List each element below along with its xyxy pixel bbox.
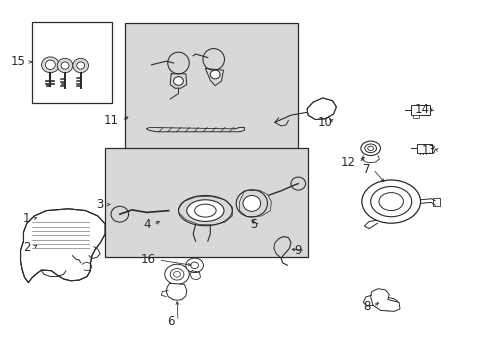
Polygon shape xyxy=(306,98,336,120)
Ellipse shape xyxy=(167,52,189,74)
Bar xyxy=(412,115,418,118)
Ellipse shape xyxy=(164,264,189,284)
Ellipse shape xyxy=(57,58,73,73)
Polygon shape xyxy=(20,209,105,283)
Text: 7: 7 xyxy=(362,163,369,176)
Bar xyxy=(410,105,429,115)
Polygon shape xyxy=(239,190,271,217)
Ellipse shape xyxy=(194,204,216,217)
Ellipse shape xyxy=(111,206,128,222)
Ellipse shape xyxy=(186,200,224,221)
Polygon shape xyxy=(370,289,399,311)
Bar xyxy=(416,144,431,153)
Ellipse shape xyxy=(367,146,373,150)
Polygon shape xyxy=(178,196,232,225)
Text: 5: 5 xyxy=(250,219,257,231)
Ellipse shape xyxy=(376,298,398,311)
Text: 8: 8 xyxy=(362,300,369,313)
Ellipse shape xyxy=(190,262,198,269)
Ellipse shape xyxy=(378,193,403,211)
Text: 6: 6 xyxy=(167,315,175,328)
Text: 16: 16 xyxy=(140,253,155,266)
Text: 13: 13 xyxy=(421,144,436,157)
Ellipse shape xyxy=(173,271,180,277)
Ellipse shape xyxy=(61,62,69,69)
Ellipse shape xyxy=(210,70,220,79)
Ellipse shape xyxy=(73,58,88,73)
Ellipse shape xyxy=(173,77,183,85)
Ellipse shape xyxy=(45,60,55,69)
Text: 9: 9 xyxy=(294,244,302,257)
Text: 2: 2 xyxy=(23,241,30,254)
Ellipse shape xyxy=(170,269,183,280)
Polygon shape xyxy=(166,283,186,300)
Ellipse shape xyxy=(361,180,420,223)
Text: 12: 12 xyxy=(340,156,355,169)
Ellipse shape xyxy=(290,177,305,190)
Ellipse shape xyxy=(243,195,260,211)
Bar xyxy=(32,22,112,103)
Bar xyxy=(105,148,307,257)
Ellipse shape xyxy=(370,186,411,217)
Text: 3: 3 xyxy=(96,198,103,211)
Text: 11: 11 xyxy=(103,114,119,127)
Text: 15: 15 xyxy=(11,55,25,68)
Ellipse shape xyxy=(360,141,380,156)
Ellipse shape xyxy=(364,144,376,153)
Text: 1: 1 xyxy=(23,212,30,225)
Bar xyxy=(432,198,439,206)
Ellipse shape xyxy=(185,258,203,273)
Text: 10: 10 xyxy=(317,116,332,129)
Ellipse shape xyxy=(77,62,84,69)
Text: 4: 4 xyxy=(143,219,150,231)
Ellipse shape xyxy=(41,57,59,73)
Bar xyxy=(124,23,298,153)
Text: 14: 14 xyxy=(413,103,428,116)
Ellipse shape xyxy=(203,49,224,70)
